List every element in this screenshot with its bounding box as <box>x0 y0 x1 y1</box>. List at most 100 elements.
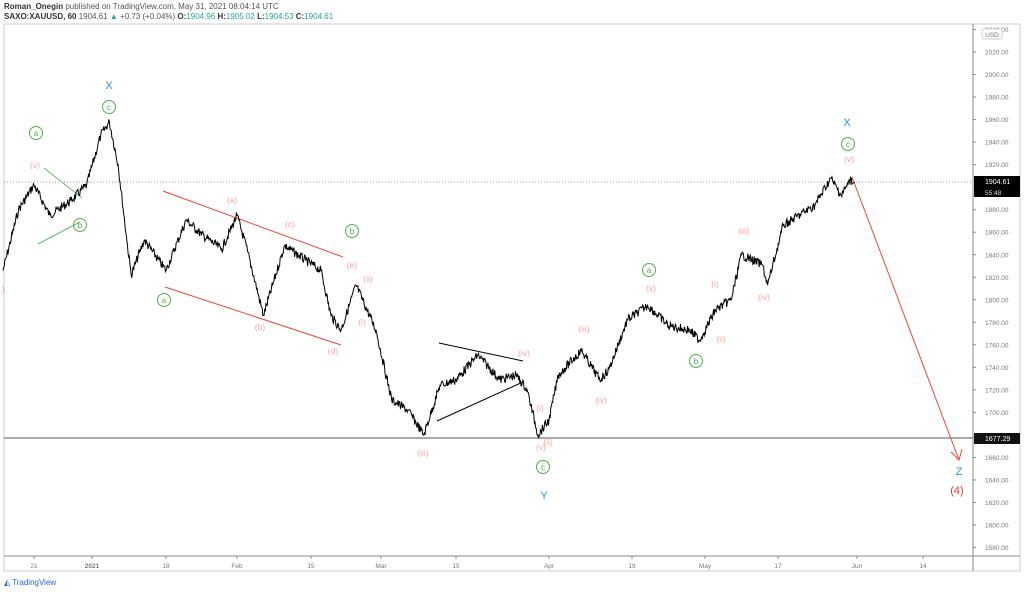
wave-label: (e) <box>347 260 358 270</box>
wave-label: Z <box>956 466 963 478</box>
last-price: 1904.61 <box>78 12 108 21</box>
price-tick-label: 1720.00 <box>985 387 1009 394</box>
projection-arrow[interactable] <box>851 176 960 461</box>
watermark-text: TradingView <box>12 578 57 587</box>
wave-label: c <box>846 140 850 149</box>
price-tick-label: 1580.00 <box>985 545 1009 552</box>
price-tick-label: 1780.00 <box>985 320 1009 327</box>
wave-label: c <box>107 103 111 112</box>
wave-label: (i) <box>536 403 544 413</box>
drawings[interactable] <box>37 167 963 461</box>
price-tick-label: 1640.00 <box>985 477 1009 484</box>
triangle-lower-green[interactable] <box>37 221 81 245</box>
wave-label: (i) <box>711 279 719 289</box>
time-tick-label: 18 <box>162 563 170 570</box>
channel-lower-line[interactable] <box>164 286 342 346</box>
time-tick-label: Mar <box>375 563 387 570</box>
low-label: L: <box>257 12 265 21</box>
high-value: 1905.02 <box>225 12 255 21</box>
wave-label: b <box>694 357 699 366</box>
price-tick-label: 1660.00 <box>985 455 1009 462</box>
wave-label: (b) <box>255 322 266 332</box>
wave-circle-icon <box>29 126 43 140</box>
time-tick-label: 21 <box>30 563 38 570</box>
time-tick-label: 19 <box>628 563 636 570</box>
wave-circle-icon <box>73 218 87 232</box>
wave-label: a <box>34 129 39 138</box>
symbol-legend: SAXO:XAUUSD, 60 1904.61 ▲ +0.73 (+0.04%)… <box>4 12 333 21</box>
time-axis[interactable]: 21 2021 18 Feb 15 Mar 15 Apr 19 May 17 Jun 14 <box>30 556 927 570</box>
wave-circle-icon <box>102 100 116 114</box>
triangle-upper-black[interactable] <box>438 342 524 362</box>
wave-label: X <box>105 80 113 92</box>
price-series <box>2 119 856 440</box>
wave-label: b <box>350 227 355 236</box>
author-name[interactable]: Roman_Onegin <box>4 2 64 11</box>
wave-label: (ii) <box>716 334 726 344</box>
wave-label: (i) <box>358 317 366 327</box>
price-tick-label: 1700.00 <box>985 410 1009 417</box>
high-label: H: <box>217 12 226 21</box>
wave-circle-icon <box>689 354 703 368</box>
wave-label: (a) <box>227 195 238 205</box>
symbol-name[interactable]: SAXO:XAUUSD, 60 <box>4 12 77 21</box>
wave-label: X <box>843 117 851 129</box>
price-change: +0.73 (+0.04%) <box>120 12 176 21</box>
price-tick-label: 1880.00 <box>985 207 1009 214</box>
price-tick-label: 1620.00 <box>985 500 1009 507</box>
price-tick-label: 1820.00 <box>985 275 1009 282</box>
channel-upper-line[interactable] <box>162 190 344 258</box>
low-value: 1904.53 <box>264 12 294 21</box>
last-price-badge <box>974 176 1020 188</box>
wave-label: (4) <box>950 485 963 497</box>
price-tick-label: 1740.00 <box>985 365 1009 372</box>
wave-label: (v) <box>646 283 656 293</box>
wave-label: (iv) <box>518 348 530 358</box>
tradingview-watermark: ◭ TradingView <box>4 578 56 587</box>
wave-label: (iv) <box>595 395 607 405</box>
support-badge-label: 1677.29 <box>985 436 1010 443</box>
currency-label: USD <box>985 32 999 39</box>
wave-label: (c) <box>285 219 295 229</box>
close-value: 1904.61 <box>304 12 334 21</box>
wave-circle-icon <box>536 460 550 474</box>
time-tick-label: 17 <box>774 563 782 570</box>
wave-label: c <box>541 463 545 472</box>
wave-circle-icon <box>841 137 855 151</box>
countdown-label: 55:48 <box>985 190 1002 197</box>
wave-labels: (v) (a) (c) (e) (ii) (i) (b) (d) (iii) (iv) (i) (ii… <box>2 80 964 502</box>
wave-label: (d) <box>328 346 339 356</box>
price-tick-label: 1920.00 <box>985 162 1009 169</box>
countdown-badge <box>974 188 1020 197</box>
price-tick-label: 2000.00 <box>985 72 1009 79</box>
chart-frame <box>3 23 1021 572</box>
currency-badge <box>981 28 1003 40</box>
price-axis[interactable]: 2040.002020.002000.001980.001960.001940.… <box>973 27 1009 552</box>
publish-text: published on TradingView.com, May 31, 20… <box>65 2 279 11</box>
wave-label: (iii) <box>578 324 589 334</box>
wave-label: (v) <box>30 160 40 170</box>
price-tick-label: 1860.00 <box>985 230 1009 237</box>
price-tick-label: 1980.00 <box>985 95 1009 102</box>
open-label: O: <box>177 12 187 21</box>
wave-label: (ii) <box>363 274 373 284</box>
wave-circle-icon <box>642 263 656 277</box>
price-tick-label: 1960.00 <box>985 117 1009 124</box>
wave-label: (ii) <box>543 437 553 447</box>
time-tick-label: 15 <box>307 563 315 570</box>
wave-label: (iv) <box>758 292 770 302</box>
time-tick-label: May <box>699 563 712 570</box>
up-arrow-icon: ▲ <box>109 12 118 21</box>
price-tick-label: 1840.00 <box>985 252 1009 259</box>
price-tick-label: 1800.00 <box>985 297 1009 304</box>
time-tick-label: Jun <box>852 563 863 570</box>
wave-label: Y <box>540 490 548 502</box>
price-tick-label: 1760.00 <box>985 342 1009 349</box>
open-value: 1904.96 <box>186 12 216 21</box>
wave-label: (iii) <box>738 226 749 236</box>
triangle-lower-black[interactable] <box>436 381 524 422</box>
wave-circle-icon <box>345 224 359 238</box>
wave-label: a <box>647 266 652 275</box>
wave-label: (iii) <box>417 448 428 458</box>
